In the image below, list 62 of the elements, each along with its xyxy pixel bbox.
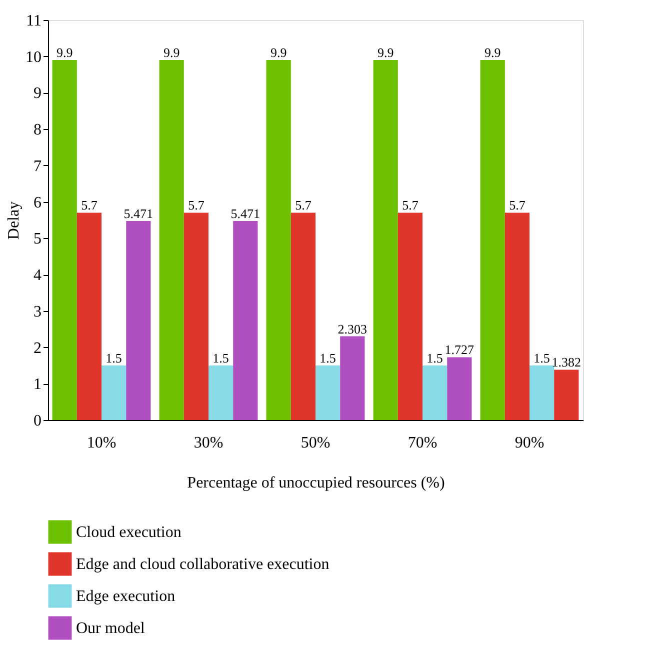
data-label: 9.9: [56, 45, 73, 60]
x-tick-label: 10%: [86, 434, 116, 452]
bar: [373, 60, 398, 420]
data-label: 5.471: [230, 206, 260, 222]
bar: [126, 221, 151, 420]
bar: [159, 60, 184, 420]
data-label: 5.7: [295, 198, 312, 213]
data-label: 5.471: [124, 206, 154, 222]
y-tick-label: 3: [34, 303, 42, 320]
y-tick-label: 5: [34, 230, 42, 248]
bar: [398, 212, 422, 420]
bar: [480, 60, 505, 420]
y-tick-label: 0: [34, 412, 42, 430]
bar: [266, 60, 291, 420]
data-label: 1.5: [106, 350, 122, 366]
data-label: 9.9: [377, 45, 394, 60]
y-tick-label: 1: [34, 376, 42, 394]
bar: [102, 365, 126, 420]
legend-label: Cloud execution: [76, 524, 182, 541]
y-axis-title: Delay: [6, 201, 22, 240]
y-tick-label: 11: [26, 12, 42, 30]
y-tick-label: 10: [26, 48, 42, 66]
bar: [530, 365, 554, 420]
y-tick-label: 8: [34, 122, 42, 139]
bar: [290, 212, 316, 420]
x-tick-label: 50%: [300, 434, 330, 452]
x-tick-label: 90%: [514, 434, 544, 452]
x-tick-label: 30%: [194, 434, 224, 452]
y-tick-label: 7: [34, 158, 42, 175]
data-label: 5.7: [509, 198, 526, 213]
bar: [447, 357, 472, 420]
data-label: 1.5: [534, 350, 550, 366]
data-label: 1.382: [552, 354, 582, 370]
bar: [422, 365, 448, 420]
y-tick-label: 6: [34, 194, 42, 212]
bar: [52, 60, 77, 420]
bar: [504, 212, 530, 420]
data-label: 2.303: [338, 321, 368, 336]
bar: [233, 221, 258, 420]
bar: [208, 365, 234, 420]
legend-label: Edge execution: [76, 588, 176, 605]
y-tick-label: 2: [34, 340, 42, 357]
bar: [184, 212, 208, 420]
legend-label: Our model: [76, 620, 146, 637]
data-label: 5.7: [188, 198, 205, 213]
data-label: 9.9: [484, 45, 501, 60]
data-label: 9.9: [270, 45, 287, 60]
bar: [316, 365, 340, 420]
y-tick-label: 9: [34, 85, 42, 102]
x-tick-label: 70%: [408, 434, 438, 452]
data-label: 1.5: [212, 350, 229, 366]
data-label: 5.7: [81, 198, 98, 213]
data-label: 9.9: [163, 45, 180, 60]
x-axis-title: Percentage of unoccupied resources (%): [187, 474, 445, 492]
bar: [76, 212, 102, 420]
data-label: 1.727: [444, 342, 475, 358]
data-label: 5.7: [402, 198, 419, 213]
data-label: 1.5: [320, 350, 336, 366]
data-label: 1.5: [426, 350, 443, 366]
bar: [340, 336, 365, 420]
y-tick-label: 4: [34, 267, 42, 284]
legend-label: Edge and cloud collaborative execution: [76, 556, 330, 573]
